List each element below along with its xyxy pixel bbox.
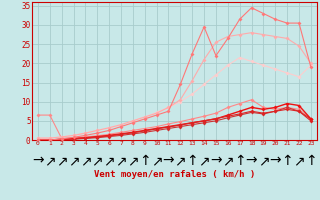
- X-axis label: Vent moyen/en rafales ( km/h ): Vent moyen/en rafales ( km/h ): [94, 170, 255, 179]
